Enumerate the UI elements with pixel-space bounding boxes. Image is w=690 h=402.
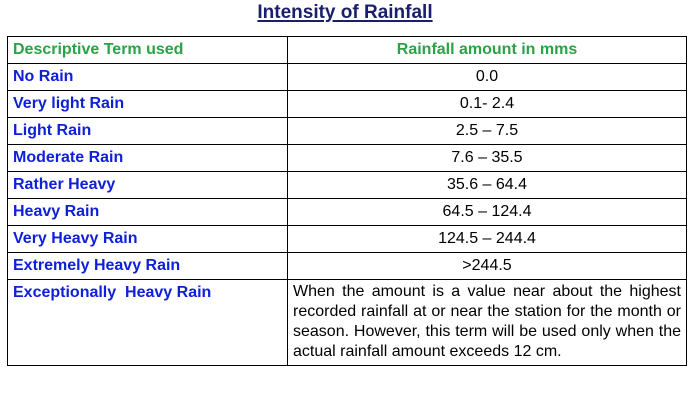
row-amount: 124.5 – 244.4 [287,225,687,253]
table-row: Very light Rain 0.1- 2.4 [7,90,687,118]
row-amount: 2.5 – 7.5 [287,117,687,145]
table-header-row: Descriptive Term used Rainfall amount in… [7,36,687,64]
table-row: Exceptionally Heavy Rain When the amount… [7,279,687,366]
table-row: Heavy Rain 64.5 – 124.4 [7,198,687,226]
page-title: Intensity of Rainfall [0,0,690,30]
row-amount: >244.5 [287,252,687,280]
row-term: Extremely Heavy Rain [7,252,288,280]
row-term: Very light Rain [7,90,288,118]
page-title-text: Intensity of Rainfall [257,2,433,23]
table-row: Light Rain 2.5 – 7.5 [7,117,687,145]
table-row: Extremely Heavy Rain >244.5 [7,252,687,280]
row-amount: 35.6 – 64.4 [287,171,687,199]
row-term: Exceptionally Heavy Rain [7,279,288,366]
row-term: Moderate Rain [7,144,288,172]
table-row: Moderate Rain 7.6 – 35.5 [7,144,687,172]
table-row: No Rain 0.0 [7,63,687,91]
row-term: Heavy Rain [7,198,288,226]
row-amount-note: When the amount is a value near about th… [287,279,687,366]
header-rainfall-amount: Rainfall amount in mms [287,36,687,64]
row-term: No Rain [7,63,288,91]
rainfall-intensity-table: Descriptive Term used Rainfall amount in… [7,36,687,366]
row-term: Rather Heavy [7,171,288,199]
table-row: Very Heavy Rain 124.5 – 244.4 [7,225,687,253]
header-descriptive-term: Descriptive Term used [7,36,288,64]
row-amount: 64.5 – 124.4 [287,198,687,226]
row-amount: 0.1- 2.4 [287,90,687,118]
table-row: Rather Heavy 35.6 – 64.4 [7,171,687,199]
row-term: Light Rain [7,117,288,145]
row-term: Very Heavy Rain [7,225,288,253]
row-amount: 0.0 [287,63,687,91]
row-amount: 7.6 – 35.5 [287,144,687,172]
